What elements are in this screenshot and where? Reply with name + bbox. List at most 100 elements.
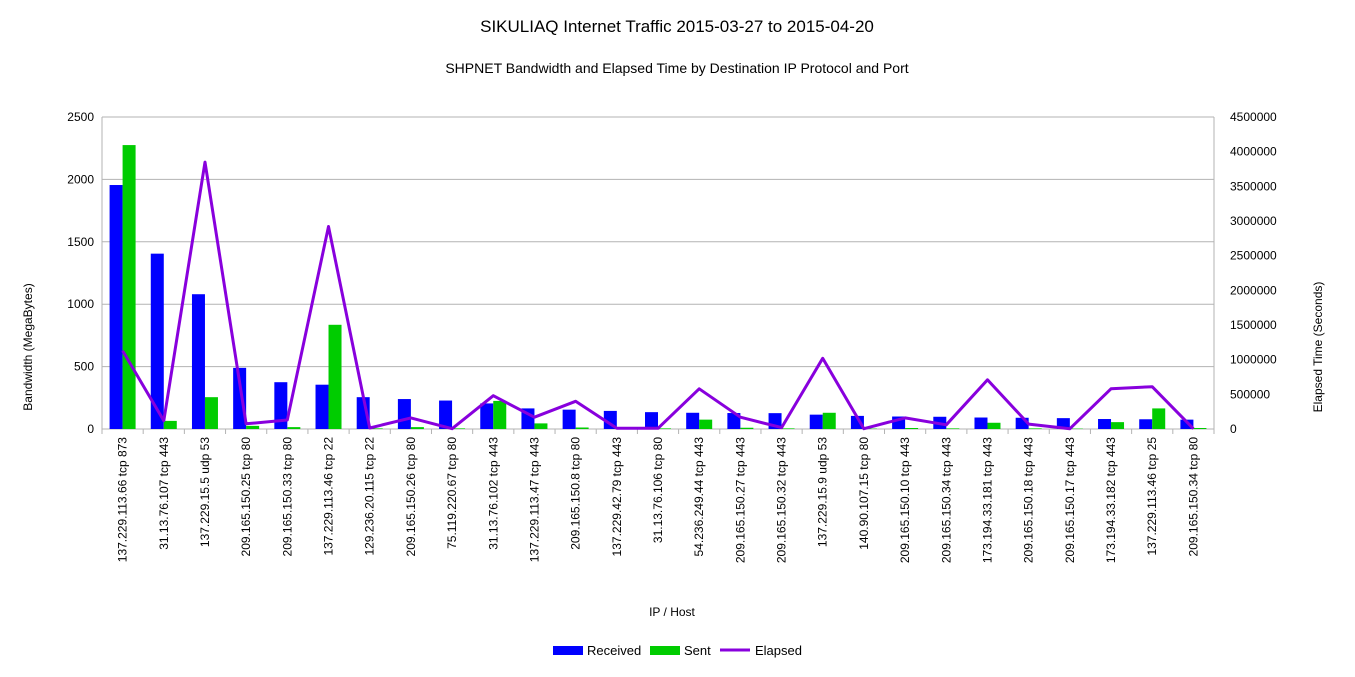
x-tick-label: 209.165.150.17 tcp 443	[1063, 437, 1077, 563]
x-tick-label: 209.165.150.18 tcp 443	[1022, 437, 1036, 563]
bar-received	[645, 412, 658, 429]
bar-sent	[204, 397, 218, 429]
x-tick-label: 209.165.150.32 tcp 443	[775, 437, 789, 563]
x-tick-label: 137.229.15.5 udp 53	[198, 437, 212, 547]
chart-title: SIKULIAQ Internet Traffic 2015-03-27 to …	[480, 17, 874, 36]
y2-tick-label: 1000000	[1230, 353, 1277, 367]
x-tick-label: 209.165.150.10 tcp 443	[898, 437, 912, 563]
bar-sent	[699, 419, 713, 429]
bar-sent	[946, 428, 960, 429]
x-axis-ticks: 137.229.113.66 tcp 873 31.13.76.107 tcp 4…	[116, 437, 1201, 563]
x-tick-label: 54.236.249.44 tcp 443	[692, 437, 706, 557]
bar-sent	[658, 428, 671, 429]
y2-tick-label: 2500000	[1230, 249, 1277, 263]
x-tick-label: 209.165.150.33 tcp 80	[280, 437, 294, 557]
bar-sent	[410, 427, 424, 429]
bar-sent	[987, 422, 1001, 429]
y-tick-label: 2500	[67, 110, 94, 124]
x-tick-label: 209.165.150.34 tcp 80	[1186, 437, 1200, 557]
bar-received	[109, 185, 123, 429]
x-tick-label: 31.13.76.107 tcp 443	[157, 437, 171, 550]
bar-received	[1180, 419, 1194, 429]
x-tick-label: 137.229.15.9 udp 53	[816, 437, 830, 547]
y2-tick-label: 2000000	[1230, 283, 1277, 297]
right-axis-ticks: 0 500000 1000000 1500000 2000000 2500000 30000…	[1230, 110, 1277, 436]
bar-received	[727, 413, 741, 429]
x-tick-label: 129.236.20.115 tcp 22	[363, 437, 377, 556]
bar-sent	[534, 423, 548, 429]
legend-swatch-sent	[650, 646, 680, 655]
bar-received	[191, 294, 205, 429]
bar-received	[439, 400, 453, 429]
bar-received	[1098, 419, 1112, 429]
y-tick-label: 0	[87, 422, 94, 436]
elapsed-line-layer	[121, 160, 1195, 431]
y2-axis-label: Elapsed Time (Seconds)	[1311, 282, 1325, 413]
bar-sent	[246, 425, 260, 429]
y-tick-label: 1500	[67, 235, 94, 249]
y2-tick-label: 4000000	[1230, 145, 1277, 159]
bar-sent	[822, 412, 836, 429]
bar-sent	[575, 427, 589, 429]
bar-sent	[369, 428, 383, 429]
y2-tick-label: 3500000	[1230, 179, 1277, 193]
x-tick-label: 140.90.107.15 tcp 80	[857, 437, 871, 550]
elapsed-line	[121, 160, 1195, 431]
legend-label-elapsed: Elapsed	[755, 643, 802, 658]
bar-sent	[1152, 408, 1166, 429]
bar-received	[274, 382, 288, 429]
y2-tick-label: 3000000	[1230, 214, 1277, 228]
bar-sent	[1028, 428, 1042, 429]
x-tick-label: 209.165.150.26 tcp 80	[404, 437, 418, 557]
bar-received	[150, 253, 164, 429]
x-tick-label: 137.229.113.46 tcp 22	[322, 437, 336, 556]
y2-tick-label: 4500000	[1230, 110, 1277, 124]
bar-received	[480, 403, 494, 429]
y-axis-label: Bandwidth (MegaBytes)	[21, 283, 35, 410]
bar-received	[397, 399, 411, 429]
bar-sent	[287, 427, 301, 429]
chart-subtitle: SHPNET Bandwidth and Elapsed Time by Des…	[445, 60, 908, 76]
legend-swatch-received	[553, 646, 583, 655]
x-tick-label: 31.13.76.106 tcp 80	[651, 437, 665, 543]
plot-area	[101, 116, 1215, 434]
x-tick-label: 137.229.42.79 tcp 443	[610, 437, 624, 557]
x-tick-label: 209.165.150.8 tcp 80	[569, 437, 583, 550]
x-tick-label: 31.13.76.102 tcp 443	[486, 437, 500, 550]
bar-sent	[1193, 428, 1207, 429]
bar-sent	[452, 428, 466, 429]
bar-sent	[163, 420, 177, 429]
bar-sent	[905, 428, 919, 429]
x-tick-label: 209.165.150.27 tcp 443	[733, 437, 747, 563]
legend-label-sent: Sent	[684, 643, 711, 658]
legend: Received Sent Elapsed	[553, 643, 802, 658]
x-tick-label: 137.229.113.46 tcp 25	[1145, 437, 1159, 556]
x-tick-label: 209.165.150.25 tcp 80	[239, 437, 253, 557]
bar-received	[686, 412, 700, 429]
bar-sent	[122, 145, 136, 429]
y2-tick-label: 1500000	[1230, 318, 1277, 332]
bar-received	[974, 417, 988, 429]
x-tick-label: 173.194.33.182 tcp 443	[1104, 437, 1118, 563]
bar-sent	[328, 324, 342, 429]
y-tick-label: 1000	[67, 297, 94, 311]
legend-label-received: Received	[587, 643, 641, 658]
y2-tick-label: 0	[1230, 422, 1237, 436]
bar-received	[1015, 417, 1029, 429]
bar-received	[315, 384, 329, 429]
y-tick-label: 500	[74, 360, 94, 374]
bar-received	[562, 409, 576, 429]
y2-tick-label: 500000	[1230, 387, 1270, 401]
y-tick-label: 2000	[67, 172, 94, 186]
bar-received	[1056, 418, 1070, 429]
bar-sent	[1111, 422, 1125, 429]
bar-received	[233, 367, 247, 429]
bar-sent	[781, 428, 795, 429]
bars	[109, 145, 1207, 429]
x-tick-label: 209.165.150.34 tcp 443	[939, 437, 953, 563]
x-tick-label: 75.119.220.67 tcp 80	[445, 437, 459, 549]
x-tick-label: 137.229.113.47 tcp 443	[527, 437, 541, 563]
bar-received	[809, 414, 823, 429]
x-axis-label: IP / Host	[649, 605, 695, 619]
